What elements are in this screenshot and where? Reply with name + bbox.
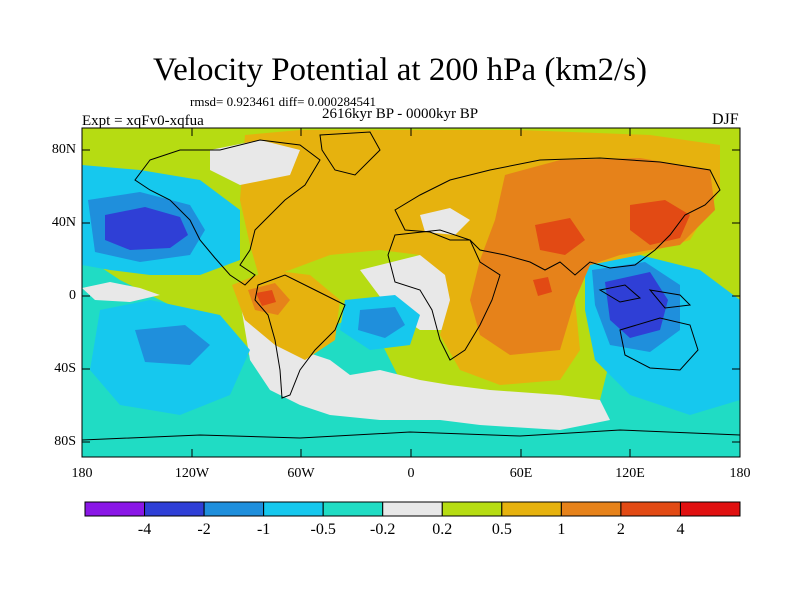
contour-band-satl-neg-strong — [358, 307, 405, 338]
colorbar-box — [501, 501, 562, 517]
contour-band-mc-neg-core — [605, 272, 668, 338]
colorbar-box — [382, 501, 443, 517]
lon-label-180e: 180 — [729, 466, 751, 481]
period-label: 2616kyr BP - 0000kyr BP — [322, 106, 479, 122]
coast-south-america — [254, 274, 346, 399]
contour-band-africa-core — [533, 277, 552, 296]
colorbar-label: -4 — [137, 521, 152, 538]
coast-africa — [387, 229, 501, 361]
lat-label-80n: 80N — [51, 142, 76, 157]
lon-label-180w: 180 — [71, 466, 93, 481]
colorbar-box — [144, 501, 205, 517]
colorbar-box — [679, 501, 741, 517]
contour-band-samerica-core — [256, 290, 276, 306]
lon-label-60e: 60E — [509, 466, 533, 481]
lon-label-0: 0 — [407, 466, 415, 481]
colorbar-label: 4 — [676, 521, 685, 538]
coast-greenland — [319, 131, 381, 176]
coast-maritime-islands — [598, 284, 692, 309]
colorbar-box — [84, 501, 146, 517]
colorbar-box — [620, 501, 681, 517]
season-label: DJF — [712, 111, 739, 128]
lon-label-120e: 120E — [615, 466, 645, 481]
contour-band-neg-belt — [82, 170, 740, 457]
colorbar-box — [203, 501, 265, 517]
colorbar-box — [441, 501, 503, 517]
contour-band-eurasia-core-1 — [630, 200, 690, 245]
colorbar — [84, 501, 741, 517]
colorbar-box — [322, 501, 384, 517]
colorbar-label: 0.2 — [432, 521, 453, 538]
contour-band-pacific-eq-zero — [82, 282, 160, 302]
contour-band-eurasia-core-2 — [535, 218, 585, 255]
colorbar-label: -2 — [197, 521, 211, 538]
coast-north-america — [134, 139, 321, 286]
colorbar-label: -0.2 — [370, 521, 396, 538]
stats-text: rmsd= 0.923461 diff= 0.000284541 — [190, 94, 376, 109]
lon-ticks — [81, 128, 741, 457]
contour-band-pacific-neg-core — [105, 207, 188, 250]
lat-label-0: 0 — [69, 288, 76, 303]
lat-label-40s: 40S — [54, 361, 76, 376]
colorbar-label: -1 — [256, 521, 271, 538]
lat-ticks — [82, 149, 740, 443]
coastlines — [82, 131, 740, 441]
colorbar-label: 2 — [616, 521, 625, 538]
coast-australia — [619, 317, 699, 371]
contour-band-polar-zero — [210, 140, 300, 185]
contour-field — [82, 128, 740, 457]
colorbar-label: -0.5 — [310, 521, 336, 538]
contour-band-spac-neg-strong — [135, 325, 210, 365]
coast-europe-asia — [394, 157, 721, 276]
map-title: Velocity Potential at 200 hPa (km2/s) — [152, 52, 648, 88]
colorbar-box — [560, 501, 622, 517]
colorbar-label: 0.5 — [491, 521, 512, 538]
lon-label-120w: 120W — [174, 466, 210, 481]
lat-label-40n: 40N — [51, 215, 76, 230]
experiment-label: Expt = xqFv0-xqfua — [82, 113, 204, 129]
colorbar-label: 1 — [557, 521, 566, 538]
lon-label-60w: 60W — [287, 466, 315, 481]
contour-band-med-zero — [420, 208, 470, 235]
contour-band-near-zero-2 — [360, 255, 470, 330]
colorbar-box — [263, 501, 324, 517]
contour-band-near-zero — [240, 300, 610, 430]
coast-antarctica — [82, 429, 740, 441]
lat-label-80s: 80S — [54, 434, 76, 449]
